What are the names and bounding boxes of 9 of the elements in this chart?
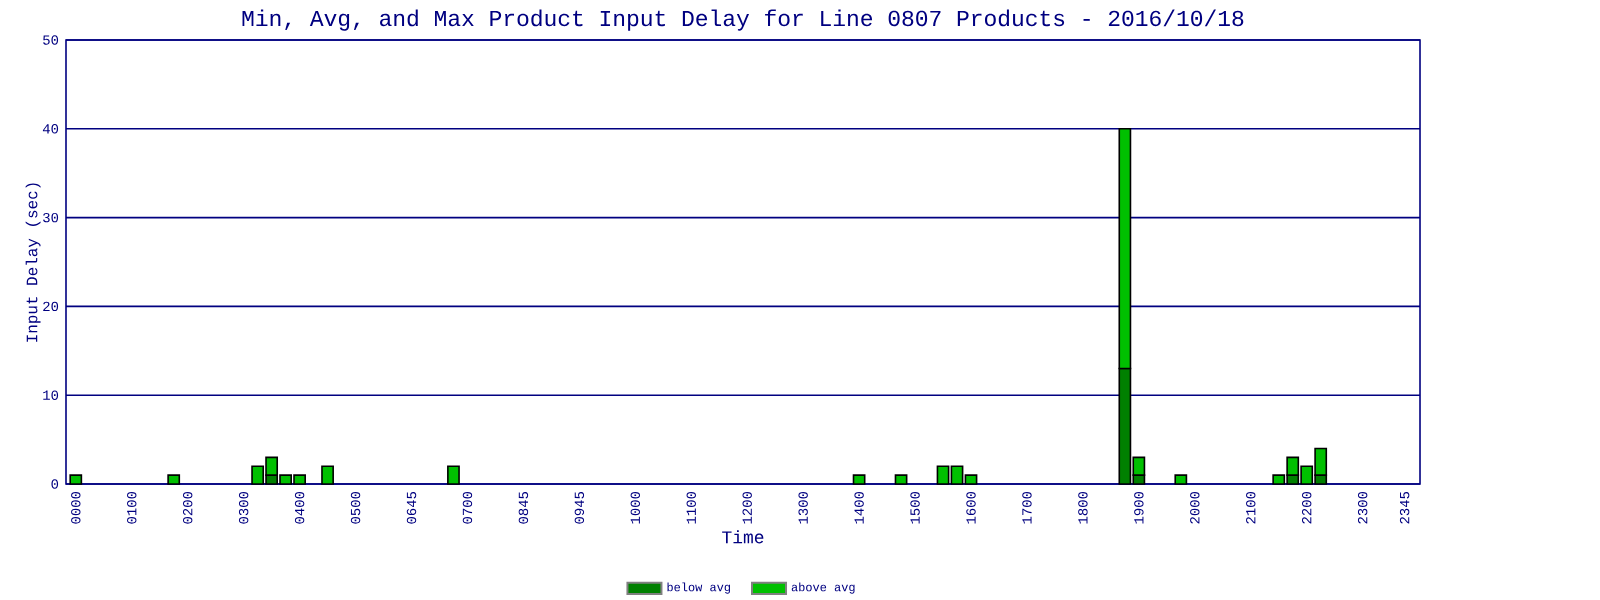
bar [894, 474, 908, 485]
x-axis-title: Time [722, 530, 764, 544]
bar [1174, 474, 1188, 485]
bar [447, 465, 460, 485]
bar [69, 474, 83, 485]
bar [321, 465, 334, 485]
bar [852, 474, 866, 485]
chart-title: Min, Avg, and Max Product Input Delay for Line 0807 Products - 2016/10/18 [242, 9, 1244, 31]
bar [167, 474, 181, 485]
